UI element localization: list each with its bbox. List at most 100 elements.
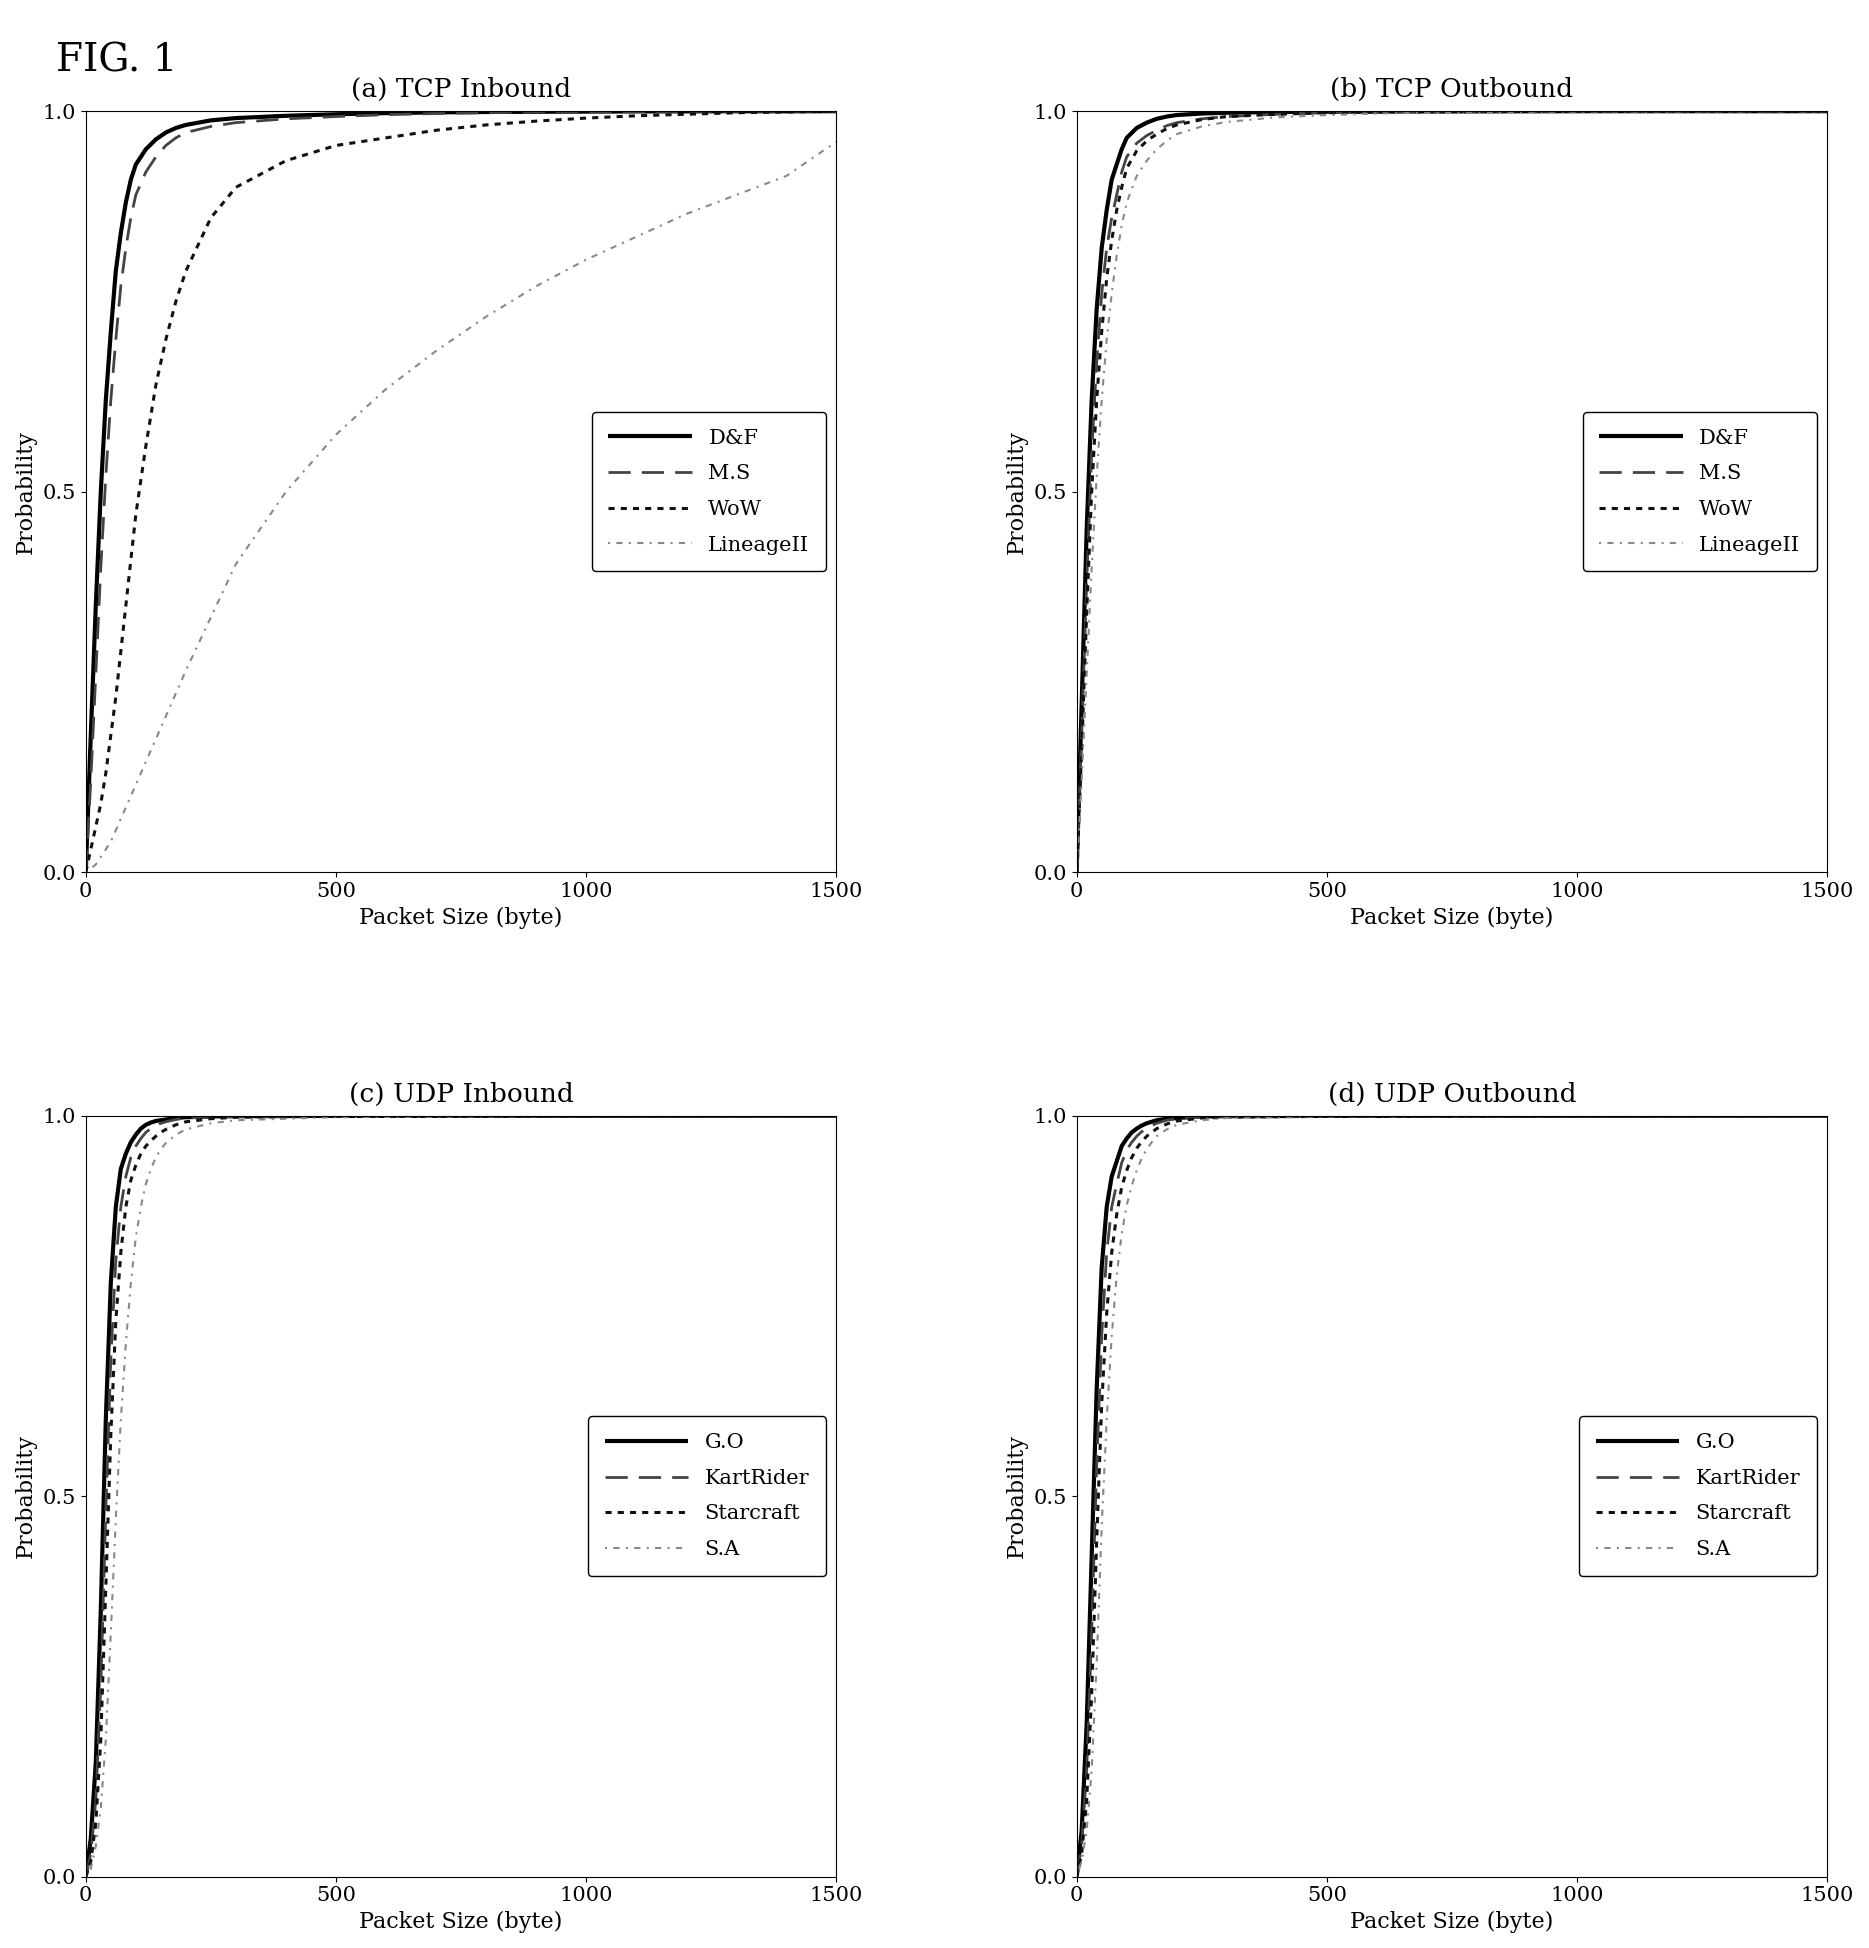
G.O [1146, 1108, 1168, 1132]
WoW [1101, 230, 1123, 253]
LineageII [90, 845, 112, 869]
KartRider [174, 1106, 196, 1130]
D&F [1095, 199, 1118, 222]
D&F [576, 99, 598, 123]
D&F [164, 117, 187, 140]
KartRider [1075, 1759, 1097, 1782]
D&F [1080, 390, 1103, 413]
G.O [1095, 1196, 1118, 1219]
G.O [1316, 1105, 1338, 1128]
WoW [105, 686, 127, 709]
S.A [125, 1225, 148, 1249]
M.S [1105, 183, 1127, 206]
KartRider [1090, 1325, 1112, 1348]
M.S [624, 99, 647, 123]
M.S [1817, 99, 1839, 123]
WoW [1095, 267, 1118, 290]
LineageII [675, 203, 697, 226]
D&F [1071, 693, 1093, 717]
G.O [1071, 1819, 1093, 1843]
LineageII [1146, 138, 1168, 162]
M.S [1080, 442, 1103, 466]
Legend: G.O, KartRider, Starcraft, S.A: G.O, KartRider, Starcraft, S.A [589, 1416, 826, 1576]
M.S [1566, 99, 1589, 123]
LineageII [144, 727, 166, 750]
LineageII [1817, 99, 1839, 123]
M.S [826, 99, 849, 123]
S.A [1090, 1516, 1112, 1539]
KartRider [105, 1249, 127, 1272]
Starcraft [1095, 1301, 1118, 1325]
KartRider [1110, 1151, 1133, 1175]
KartRider [1146, 1112, 1168, 1136]
KartRider [99, 1348, 121, 1371]
G.O [99, 1272, 121, 1295]
Starcraft [325, 1105, 348, 1128]
M.S [1075, 571, 1097, 594]
M.S [1215, 105, 1237, 129]
Starcraft [1215, 1106, 1237, 1130]
LineageII [110, 806, 133, 830]
M.S [1166, 111, 1189, 134]
M.S [1265, 103, 1288, 127]
Line: G.O: G.O [86, 1116, 837, 1876]
LineageII [1166, 123, 1189, 146]
KartRider [1101, 1196, 1123, 1219]
Text: FIG. 1: FIG. 1 [56, 43, 178, 80]
LineageII [125, 773, 148, 797]
WoW [1191, 107, 1213, 131]
S.A [1095, 1408, 1118, 1432]
KartRider [200, 1106, 222, 1130]
KartRider [1080, 1621, 1103, 1644]
WoW [1166, 113, 1189, 136]
WoW [1265, 103, 1288, 127]
WoW [174, 259, 196, 282]
KartRider [1155, 1108, 1177, 1132]
KartRider [75, 1864, 97, 1888]
D&F [525, 99, 548, 123]
Starcraft [1116, 1159, 1138, 1182]
LineageII [135, 750, 157, 773]
KartRider [1215, 1105, 1237, 1128]
Starcraft [1131, 1130, 1153, 1153]
LineageII [576, 247, 598, 271]
M.S [1090, 282, 1112, 306]
WoW [1110, 175, 1133, 199]
S.A [1140, 1130, 1163, 1153]
G.O [84, 1751, 107, 1775]
D&F [1465, 99, 1488, 123]
Starcraft [1105, 1204, 1127, 1227]
LineageII [1075, 662, 1097, 686]
S.A [1146, 1124, 1168, 1147]
KartRider [164, 1108, 187, 1132]
WoW [1415, 99, 1437, 123]
S.A [1215, 1106, 1237, 1130]
Starcraft [224, 1106, 247, 1130]
KartRider [150, 1112, 172, 1136]
WoW [576, 107, 598, 131]
LineageII [200, 606, 222, 629]
G.O [1136, 1112, 1159, 1136]
D&F [1136, 111, 1159, 134]
Starcraft [1086, 1529, 1108, 1553]
LineageII [776, 164, 798, 187]
LineageII [1095, 327, 1118, 351]
G.O [1140, 1110, 1163, 1134]
D&F [84, 594, 107, 618]
D&F [1817, 99, 1839, 123]
Line: D&F: D&F [1077, 111, 1828, 873]
M.S [155, 134, 178, 158]
Line: M.S: M.S [1077, 111, 1828, 873]
LineageII [1366, 101, 1389, 125]
D&F [275, 103, 297, 127]
S.A [144, 1145, 166, 1169]
S.A [576, 1105, 598, 1128]
D&F [1215, 101, 1237, 125]
D&F [424, 101, 447, 125]
Starcraft [1316, 1105, 1338, 1128]
S.A [1105, 1264, 1127, 1288]
LineageII [1155, 129, 1177, 152]
G.O [140, 1110, 163, 1134]
D&F [1566, 99, 1589, 123]
WoW [275, 148, 297, 171]
